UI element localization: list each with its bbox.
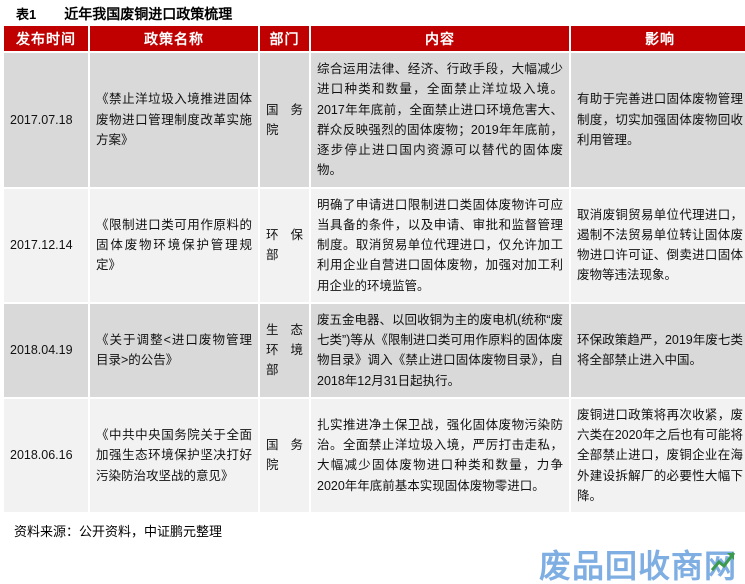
- table-row: 2018.04.19 《关于调整<进口废物管理目录>的公告》 生态环境部 废五金…: [4, 303, 745, 397]
- cell-impact: 废铜进口政策将再次收紧，废六类在2020年之后也有可能将全部禁止进口，废铜企业在…: [571, 398, 745, 512]
- cell-date: 2018.04.19: [4, 303, 88, 397]
- cell-date: 2018.06.16: [4, 398, 88, 512]
- column-header-impact: 影响: [571, 26, 745, 51]
- column-header-department: 部门: [260, 26, 309, 51]
- cell-content: 综合运用法律、经济、行政手段，大幅减少进口种类和数量，全面禁止洋垃圾入境。201…: [311, 53, 569, 187]
- table-caption: 表1 近年我国废铜进口政策梳理: [2, 0, 743, 24]
- table-body: 2017.07.18 《禁止洋垃圾入境推进固体废物进口管理制度改革实施方案》 国…: [4, 53, 745, 512]
- cell-impact: 有助于完善进口固体废物管理制度，切实加强固体废物回收利用管理。: [571, 53, 745, 187]
- cell-content: 扎实推进净土保卫战，强化固体废物污染防治。全面禁止洋垃圾入境，严厉打击走私，大幅…: [311, 398, 569, 512]
- cell-department: 生态环境部: [260, 303, 309, 397]
- cell-policy-name: 《禁止洋垃圾入境推进固体废物进口管理制度改革实施方案》: [90, 53, 258, 187]
- table-row: 2017.12.14 《限制进口类可用作原料的固体废物环境保护管理规定》 环保部…: [4, 188, 745, 302]
- caption-title: 近年我国废铜进口政策梳理: [64, 6, 233, 22]
- cell-policy-name: 《中共中央国务院关于全面加强生态环境保护坚决打好污染防治攻坚战的意见》: [90, 398, 258, 512]
- cell-impact: 取消废铜贸易单位代理进口，遏制不法贸易单位转让固体废物进口许可证、倒卖进口固体废…: [571, 188, 745, 302]
- cell-policy-name: 《限制进口类可用作原料的固体废物环境保护管理规定》: [90, 188, 258, 302]
- cell-content: 明确了申请进口限制进口类固体废物许可应当具备的条件，以及申请、审批和监督管理制度…: [311, 188, 569, 302]
- watermark: 废品回收商网: [539, 550, 737, 582]
- cell-date: 2017.12.14: [4, 188, 88, 302]
- table-row: 2018.06.16 《中共中央国务院关于全面加强生态环境保护坚决打好污染防治攻…: [4, 398, 745, 512]
- cell-department: 国务院: [260, 398, 309, 512]
- cell-policy-name: 《关于调整<进口废物管理目录>的公告》: [90, 303, 258, 397]
- table-row: 2017.07.18 《禁止洋垃圾入境推进固体废物进口管理制度改革实施方案》 国…: [4, 53, 745, 187]
- policy-table: 发布时间 政策名称 部门 内容 影响 2017.07.18 《禁止洋垃圾入境推进…: [2, 24, 745, 514]
- table-header-row: 发布时间 政策名称 部门 内容 影响: [4, 26, 745, 51]
- source-note: 资料来源：公开资料，中证鹏元整理: [14, 524, 223, 539]
- caption-label: 表1: [16, 7, 37, 22]
- cell-department: 环保部: [260, 188, 309, 302]
- cell-date: 2017.07.18: [4, 53, 88, 187]
- cell-department: 国务院: [260, 53, 309, 187]
- cell-content: 废五金电器、以回收铜为主的废电机(统称“废七类”)等从《限制进口类可用作原料的固…: [311, 303, 569, 397]
- watermark-text: 废品回收商网: [538, 548, 737, 584]
- column-header-date: 发布时间: [4, 26, 88, 51]
- cell-impact: 环保政策趋严，2019年废七类将全部禁止进入中国。: [571, 303, 745, 397]
- column-header-content: 内容: [311, 26, 569, 51]
- trend-arrow-icon: [710, 551, 737, 578]
- column-header-policy-name: 政策名称: [90, 26, 258, 51]
